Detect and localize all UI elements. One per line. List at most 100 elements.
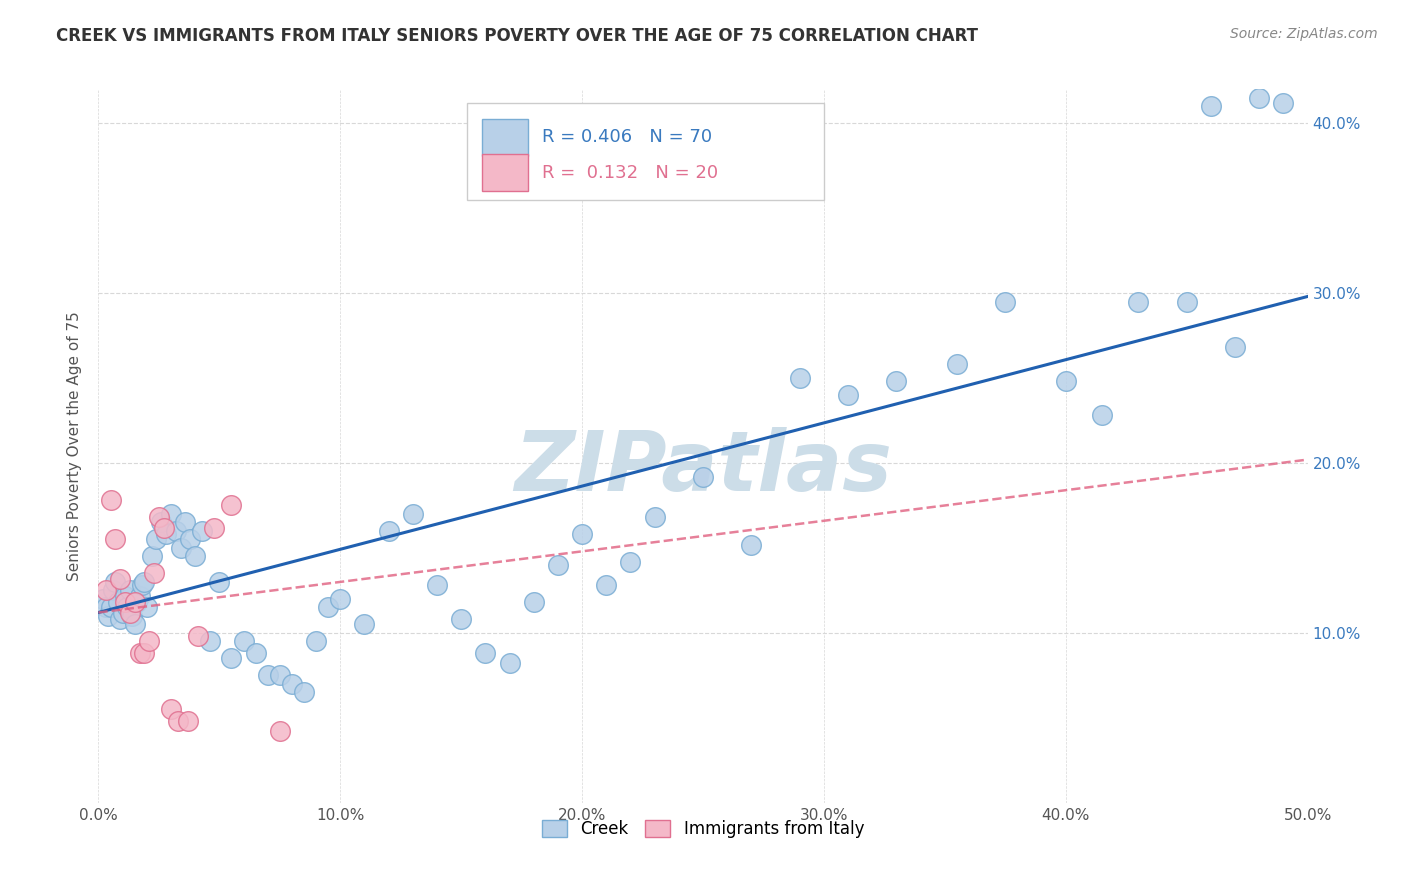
Point (221, 651, 243, 665)
Point (377, 524, 399, 538)
Point (169, 541, 191, 555)
Point (595, 578, 617, 592)
Point (118, 606, 141, 620)
Point (886, 375, 908, 389)
Point (128, 589, 150, 603)
Point (114, 595, 136, 609)
Point (232, 634, 254, 648)
Point (100, 493, 122, 508)
Point (305, 634, 328, 648)
Point (316, 600, 339, 615)
Point (114, 589, 136, 603)
Point (128, 646, 150, 660)
Point (148, 510, 170, 524)
Point (100, 600, 122, 615)
Point (184, 549, 207, 564)
Text: Source: ZipAtlas.com: Source: ZipAtlas.com (1230, 27, 1378, 41)
Point (155, 527, 177, 541)
Text: ZIPatlas: ZIPatlas (515, 427, 891, 508)
FancyBboxPatch shape (482, 119, 527, 156)
Point (292, 685, 315, 699)
Text: R = 0.406   N = 70: R = 0.406 N = 70 (543, 128, 713, 146)
Point (204, 520, 226, 534)
Point (619, 555, 641, 569)
Point (1249, 91, 1271, 105)
Point (402, 507, 425, 521)
Point (837, 388, 859, 402)
Point (1128, 294, 1150, 309)
Point (187, 629, 209, 643)
Text: R =  0.132   N = 20: R = 0.132 N = 20 (543, 164, 718, 182)
Point (547, 558, 569, 572)
Point (1175, 294, 1198, 309)
Point (353, 617, 375, 632)
Point (145, 533, 167, 547)
Point (1223, 341, 1246, 355)
Point (104, 533, 127, 547)
Point (118, 583, 141, 598)
Point (150, 516, 173, 530)
Point (692, 469, 714, 483)
Point (101, 583, 124, 598)
Point (111, 606, 134, 620)
Point (108, 612, 131, 626)
Point (179, 533, 201, 547)
Point (1199, 99, 1222, 113)
Point (134, 574, 156, 589)
Point (450, 612, 472, 626)
Point (94, 600, 117, 615)
Point (143, 566, 166, 581)
Point (498, 657, 520, 671)
Point (571, 527, 593, 541)
Point (245, 646, 267, 660)
Point (160, 507, 183, 521)
Point (177, 714, 200, 729)
Point (91, 591, 114, 606)
Point (108, 572, 131, 586)
Point (135, 600, 157, 615)
FancyBboxPatch shape (467, 103, 824, 200)
Point (127, 595, 149, 609)
Point (426, 578, 449, 592)
Point (167, 714, 190, 729)
Point (124, 617, 146, 632)
Point (474, 646, 496, 660)
Text: CREEK VS IMMIGRANTS FROM ITALY SENIORS POVERTY OVER THE AGE OF 75 CORRELATION CH: CREEK VS IMMIGRANTS FROM ITALY SENIORS P… (56, 27, 979, 45)
Point (256, 668, 278, 682)
Point (138, 634, 160, 648)
Point (174, 516, 197, 530)
Point (124, 595, 146, 609)
Point (152, 520, 174, 534)
Point (994, 294, 1017, 309)
Point (1272, 95, 1295, 110)
Point (107, 595, 129, 609)
FancyBboxPatch shape (482, 154, 527, 192)
Point (134, 646, 156, 660)
Point (644, 510, 666, 524)
Point (104, 574, 127, 589)
Point (523, 595, 546, 609)
Point (121, 608, 143, 623)
Point (946, 358, 969, 372)
Point (131, 578, 153, 592)
Point (1091, 409, 1114, 423)
Point (165, 524, 187, 538)
Point (740, 537, 762, 551)
Point (160, 702, 183, 716)
Point (1054, 375, 1077, 389)
Point (198, 634, 221, 648)
Legend: Creek, Immigrants from Italy: Creek, Immigrants from Italy (536, 813, 870, 845)
Point (208, 574, 231, 589)
Point (789, 371, 811, 385)
Point (97, 608, 120, 623)
Point (191, 524, 214, 538)
Point (221, 499, 243, 513)
Point (117, 600, 139, 615)
Point (281, 677, 304, 691)
Point (329, 591, 352, 606)
Point (94, 583, 117, 598)
Point (141, 549, 163, 564)
Point (269, 724, 291, 739)
Point (269, 668, 291, 682)
Y-axis label: Seniors Poverty Over the Age of 75: Seniors Poverty Over the Age of 75 (67, 311, 83, 581)
